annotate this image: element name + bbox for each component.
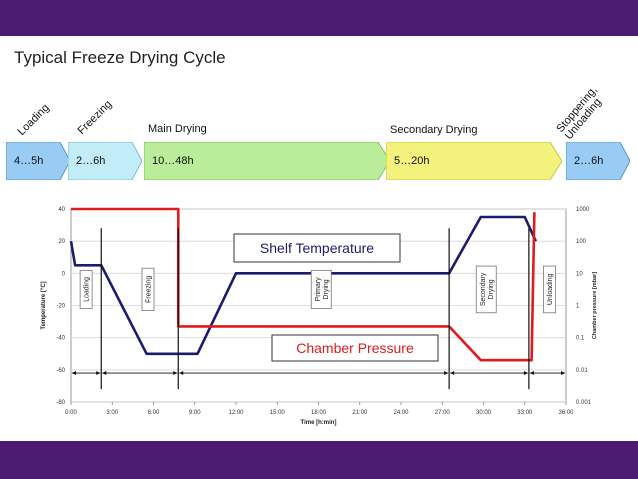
shelf-temperature-label-box <box>233 233 401 263</box>
y-right-tick-label: 100 <box>576 239 587 245</box>
arrowhead-right <box>523 371 528 376</box>
x-axis-title: Time [h:min] <box>301 420 337 426</box>
phase-marker-box <box>79 269 93 309</box>
phase-marker-text: Freezing <box>146 276 153 303</box>
arrowhead-right <box>173 371 178 376</box>
arrowhead-right <box>444 371 449 376</box>
x-tick-label: 36:00 <box>558 410 574 416</box>
phase-marker-text: Primary <box>315 277 322 302</box>
phase-label-freezing: Freezing <box>75 98 115 137</box>
phase-box-unloading: 2…6h <box>566 142 630 180</box>
x-tick-label: 21:00 <box>352 410 368 416</box>
x-tick-label: 15:00 <box>270 410 286 416</box>
y-left-tick-label: -80 <box>56 400 65 406</box>
phase-marker-text: Drying <box>323 279 330 299</box>
phase-marker-layer: Loading Freezing Primary Drying Secondary Dry… <box>72 228 565 390</box>
y-left-tick-label: -20 <box>56 304 65 310</box>
phase-label-loading: Loading <box>15 101 52 138</box>
phase-marker-text: Drying <box>488 279 495 299</box>
arrowhead-left <box>72 371 76 376</box>
phase-marker-box <box>141 267 155 312</box>
bottom-decorative-band <box>0 441 638 479</box>
arrow-shape <box>144 142 390 180</box>
top-decorative-band <box>0 0 638 36</box>
phase-label-stoppering: Stoppering, Unloading <box>554 84 608 142</box>
phase-marker-box <box>543 265 556 314</box>
phase-duration-loading: 4…5h <box>14 155 44 167</box>
arrowhead-right <box>561 371 565 376</box>
phase-marker-box <box>310 269 332 309</box>
phase-box-secondary-drying: 5…20h <box>386 142 562 180</box>
x-tick-label: 3:00 <box>106 410 118 416</box>
arrow-shape <box>6 142 70 180</box>
y-left-tick-label: 40 <box>58 207 65 213</box>
y-left-tick-label: 20 <box>58 239 65 245</box>
freeze-drying-chart: Loading Freezing Primary Drying Secondary Dry… <box>41 207 598 426</box>
y-right-tick-label: 1000 <box>576 207 590 213</box>
x-tick-label: 18:00 <box>311 410 327 416</box>
phase-duration-freezing: 2…6h <box>76 155 106 167</box>
phase-label-secondary-drying: Secondary Drying <box>390 124 478 136</box>
y-right-tick-label: 0.001 <box>576 400 592 406</box>
phase-duration-main-drying: 10…48h <box>152 155 194 167</box>
chamber-pressure-label-box <box>271 334 439 362</box>
phase-marker-text: Unloading <box>547 274 554 306</box>
arrowhead-left <box>102 371 107 376</box>
y-left-tick-label: -60 <box>56 368 65 374</box>
x-tick-label: 27:00 <box>435 410 451 416</box>
y-right-tick-label: 0.1 <box>576 336 585 342</box>
x-tick-label: 6:00 <box>148 410 160 416</box>
arrowhead-left <box>179 371 184 376</box>
arrowhead-left <box>529 371 534 376</box>
x-tick-label: 33:00 <box>517 410 533 416</box>
phase-label-stoppering-text: Stoppering, Unloading <box>554 84 604 142</box>
chamber-pressure-label: Chamber Pressure <box>296 340 414 356</box>
arrowhead-right <box>96 371 101 376</box>
phase-marker-box <box>475 265 497 314</box>
x-tick-label: 24:00 <box>393 410 409 416</box>
phase-duration-unloading: 2…6h <box>574 155 604 167</box>
arrow-shape <box>386 142 562 180</box>
arrow-shape <box>68 142 142 180</box>
phase-marker-text: Secondary <box>480 272 487 306</box>
x-tick-label: 30:00 <box>476 410 492 416</box>
phase-label-main-drying: Main Drying <box>148 123 207 135</box>
y-right-axis-title: Chamber pressure [mbar] <box>592 272 598 339</box>
axis-label-layer: 40 20 0 -20 -40 -60 -80 1000 100 10 1 0.1 0.01 0.001 0… <box>41 207 598 426</box>
x-tick-label: 9:00 <box>189 410 201 416</box>
phase-box-loading: 4…5h <box>6 142 70 180</box>
shelf-temperature-label: Shelf Temperature <box>260 240 374 256</box>
y-left-tick-label: 0 <box>62 271 66 277</box>
x-tick-label: 12:00 <box>228 410 244 416</box>
phase-marker-text: Loading <box>84 277 91 302</box>
y-left-tick-label: -40 <box>56 336 65 342</box>
phase-box-freezing: 2…6h <box>68 142 142 180</box>
page-title: Typical Freeze Drying Cycle <box>14 48 226 67</box>
phase-box-main-drying: 10…48h <box>144 142 390 180</box>
y-right-tick-label: 1 <box>576 304 580 310</box>
arrowhead-left <box>450 371 455 376</box>
y-right-tick-label: 0.01 <box>576 368 588 374</box>
series-line-shelf-temperature <box>69 215 537 356</box>
arrow-shape <box>566 142 630 180</box>
x-tick-label: 0:00 <box>65 410 77 416</box>
y-right-tick-label: 10 <box>576 271 583 277</box>
y-left-axis-title: Temperature [°C] <box>41 281 47 329</box>
phase-duration-secondary-drying: 5…20h <box>394 155 430 167</box>
